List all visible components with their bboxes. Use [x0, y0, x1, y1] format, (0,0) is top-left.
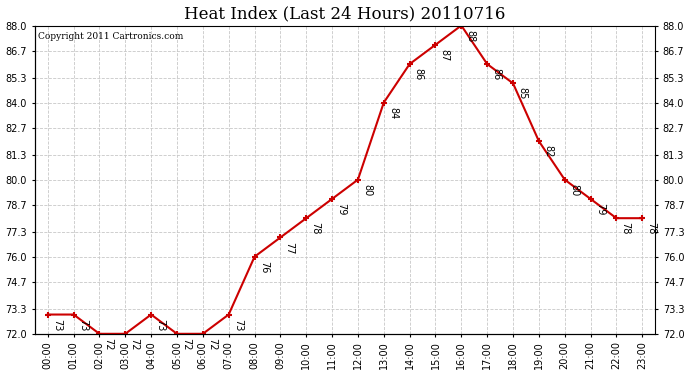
Text: 72: 72 — [130, 338, 139, 351]
Text: 86: 86 — [414, 68, 424, 81]
Text: 73: 73 — [52, 319, 62, 331]
Text: 76: 76 — [259, 261, 268, 273]
Text: 73: 73 — [233, 319, 243, 331]
Text: 77: 77 — [284, 242, 295, 254]
Text: 88: 88 — [466, 30, 475, 42]
Title: Heat Index (Last 24 Hours) 20110716: Heat Index (Last 24 Hours) 20110716 — [184, 6, 506, 22]
Text: 87: 87 — [440, 49, 450, 61]
Text: 82: 82 — [543, 145, 553, 158]
Text: 86: 86 — [491, 68, 502, 81]
Text: 79: 79 — [336, 203, 346, 216]
Text: 73: 73 — [78, 319, 88, 331]
Text: 85: 85 — [518, 87, 527, 100]
Text: 73: 73 — [155, 319, 166, 331]
Text: 84: 84 — [388, 107, 398, 119]
Text: 72: 72 — [207, 338, 217, 351]
Text: 78: 78 — [620, 222, 631, 235]
Text: 79: 79 — [595, 203, 604, 216]
Text: 80: 80 — [362, 184, 372, 196]
Text: 72: 72 — [181, 338, 191, 351]
Text: 80: 80 — [569, 184, 579, 196]
Text: Copyright 2011 Cartronics.com: Copyright 2011 Cartronics.com — [38, 32, 184, 40]
Text: 78: 78 — [310, 222, 320, 235]
Text: 72: 72 — [104, 338, 114, 351]
Text: 78: 78 — [647, 222, 656, 235]
